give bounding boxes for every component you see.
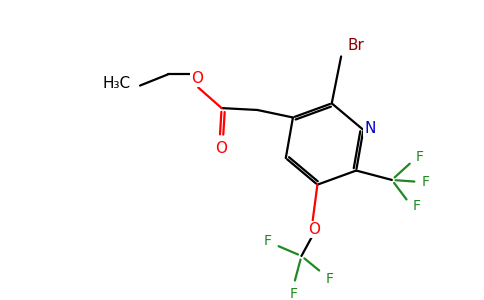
Text: F: F [422, 175, 430, 189]
Text: O: O [191, 70, 203, 86]
Text: Br: Br [348, 38, 364, 53]
Text: F: F [326, 272, 333, 286]
Text: N: N [364, 121, 376, 136]
Text: F: F [412, 199, 420, 213]
Text: F: F [416, 150, 424, 164]
Text: F: F [264, 234, 272, 248]
Text: O: O [309, 222, 320, 237]
Text: O: O [215, 141, 227, 156]
Text: F: F [290, 286, 298, 300]
Text: H₃C: H₃C [103, 76, 131, 91]
